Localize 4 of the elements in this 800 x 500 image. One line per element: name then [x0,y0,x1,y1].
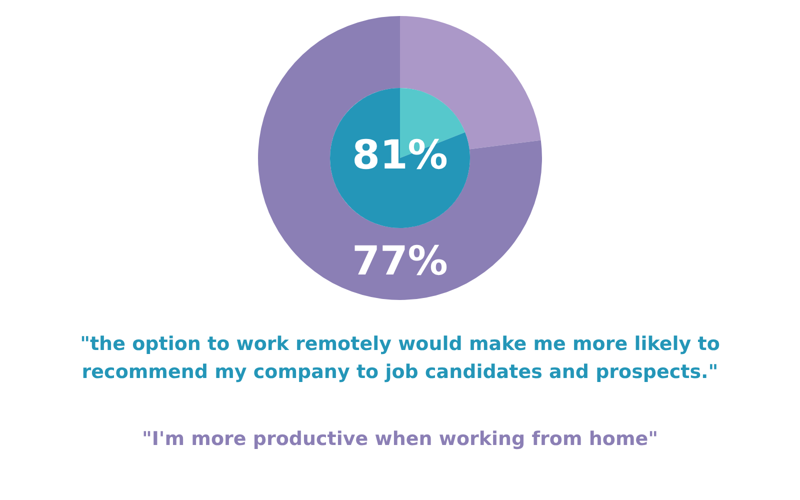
data-label: 77% [352,238,448,284]
text: "the option to work remotely would make me more likely to recommend my company to job candidates and prospects." [79,332,721,385]
text: "I'm more productive when working from home" [140,427,660,452]
data-label: 81% [352,132,448,178]
